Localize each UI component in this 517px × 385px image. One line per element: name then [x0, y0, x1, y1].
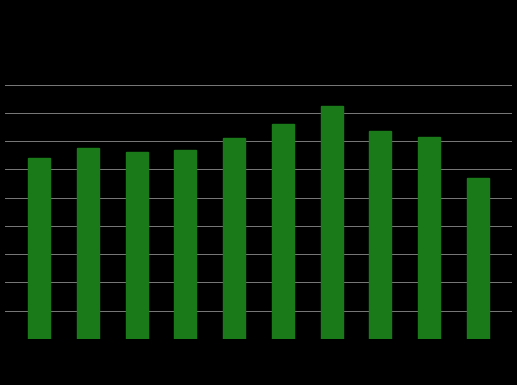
Bar	[126, 152, 148, 339]
Bar	[418, 137, 440, 339]
Bar	[467, 178, 489, 339]
Bar	[369, 131, 391, 339]
Bar	[28, 158, 50, 339]
Bar	[321, 106, 343, 339]
Bar	[223, 138, 245, 339]
Bar	[77, 148, 99, 339]
Bar	[272, 124, 294, 339]
Bar	[174, 150, 196, 339]
